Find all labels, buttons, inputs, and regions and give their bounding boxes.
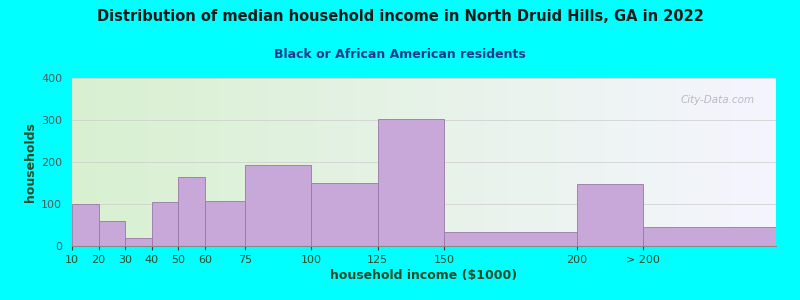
Text: Black or African American residents: Black or African American residents xyxy=(274,48,526,61)
Bar xyxy=(205,201,245,246)
Bar xyxy=(378,119,444,246)
Text: Distribution of median household income in North Druid Hills, GA in 2022: Distribution of median household income … xyxy=(97,9,703,24)
Bar xyxy=(311,183,378,246)
X-axis label: household income ($1000): household income ($1000) xyxy=(330,269,518,282)
Bar xyxy=(72,204,98,246)
Bar xyxy=(152,202,178,246)
Bar xyxy=(125,238,152,246)
Bar xyxy=(577,184,643,246)
Bar xyxy=(178,177,205,246)
Bar xyxy=(98,221,125,246)
Y-axis label: households: households xyxy=(24,122,37,202)
Text: City-Data.com: City-Data.com xyxy=(681,95,755,105)
Bar xyxy=(643,227,776,246)
Bar xyxy=(444,232,577,246)
Bar xyxy=(245,165,311,246)
